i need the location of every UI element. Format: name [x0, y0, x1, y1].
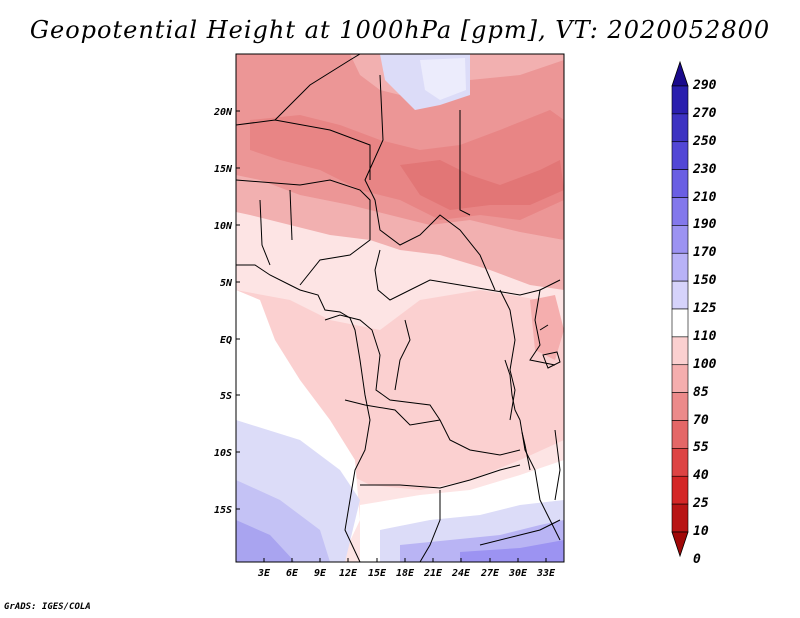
lon-label: 6E	[286, 568, 299, 579]
colorbar-level-label: 230	[693, 161, 717, 177]
country-borders	[236, 54, 561, 562]
lon-label: 15E	[368, 568, 387, 579]
lat-label: EQ	[220, 335, 232, 346]
lon-label: 21E	[423, 568, 443, 579]
lat-label: 5N	[220, 278, 233, 289]
colorbar-swatch	[671, 308, 689, 338]
colorbar-swatch	[671, 141, 689, 170]
height-field	[236, 54, 564, 562]
colorbar-swatch	[671, 420, 689, 449]
colorbar-swatch	[671, 336, 689, 366]
lon-label: 3E	[257, 568, 271, 579]
latitude-axis: 20N 15N 10N 5N EQ 5S 10S 15S	[213, 107, 233, 516]
colorbar-swatch	[671, 280, 689, 310]
colorbar-swatch	[671, 364, 689, 393]
colorbar-swatch	[671, 392, 689, 421]
colorbar-level-label: 270	[693, 105, 717, 121]
lon-label: 12E	[339, 568, 358, 579]
colorbar-level-label: 55	[693, 440, 709, 456]
lon-label: 27E	[480, 568, 500, 579]
colorbar-level-label: 10	[693, 524, 709, 539]
colorbar-swatch	[671, 113, 689, 143]
lon-label: 24E	[451, 568, 471, 579]
colorbar-level-label: 190	[693, 217, 717, 233]
colorbar-level-label: 110	[693, 328, 717, 344]
colorbar-level-label: 100	[693, 356, 717, 372]
map-title: Geopotential Height at 1000hPa [gpm], VT…	[29, 16, 771, 44]
colorbar-level-label: 40	[693, 468, 709, 484]
colorbar-level-label: 250	[693, 133, 717, 149]
colorbar-level-label: 290	[693, 78, 717, 93]
colorbar-level-label: 25	[693, 496, 709, 512]
colorbar-level-label: 70	[693, 412, 709, 428]
colorbar-bottom-arrow	[671, 531, 689, 558]
lat-label: 15N	[214, 164, 233, 175]
colorbar-level-label: 85	[693, 384, 709, 400]
colorbar-level-label: 0	[693, 551, 701, 567]
colorbar-level-label: 150	[693, 273, 717, 289]
colorbar-swatch	[671, 448, 689, 477]
colorbar-swatch	[671, 503, 689, 533]
lat-label: 15S	[214, 505, 232, 516]
colorbar-level-label: 170	[693, 245, 717, 261]
lat-label: 20N	[213, 107, 233, 118]
colorbar-swatch	[671, 197, 689, 226]
longitude-axis: 3E 6E 9E 12E 15E 18E 21E 24E 27E 30E 33E	[257, 568, 556, 579]
grads-credit: GrADS: IGES/COLA	[4, 602, 91, 612]
colorbar-top-arrow	[671, 60, 689, 87]
lat-label: 5S	[220, 391, 232, 402]
colorbar-level-label: 210	[693, 189, 717, 205]
map-frame	[235, 53, 565, 563]
colorbar-swatch	[671, 252, 689, 282]
lat-label: 10S	[214, 448, 232, 459]
lat-label: 10N	[214, 221, 233, 232]
lake-outlines	[504, 324, 561, 471]
lon-ticks	[263, 558, 547, 562]
lat-ticks	[236, 110, 240, 510]
lon-label: 18E	[396, 568, 415, 579]
lon-label: 33E	[536, 568, 556, 579]
lon-label: 9E	[314, 568, 327, 579]
colorbar	[671, 60, 689, 558]
colorbar-level-label: 125	[693, 301, 717, 316]
colorbar-swatch	[671, 169, 689, 198]
colorbar-swatch	[671, 85, 689, 115]
lon-label: 30E	[508, 568, 528, 579]
colorbar-swatch	[671, 225, 689, 254]
colorbar-swatch	[671, 475, 689, 505]
